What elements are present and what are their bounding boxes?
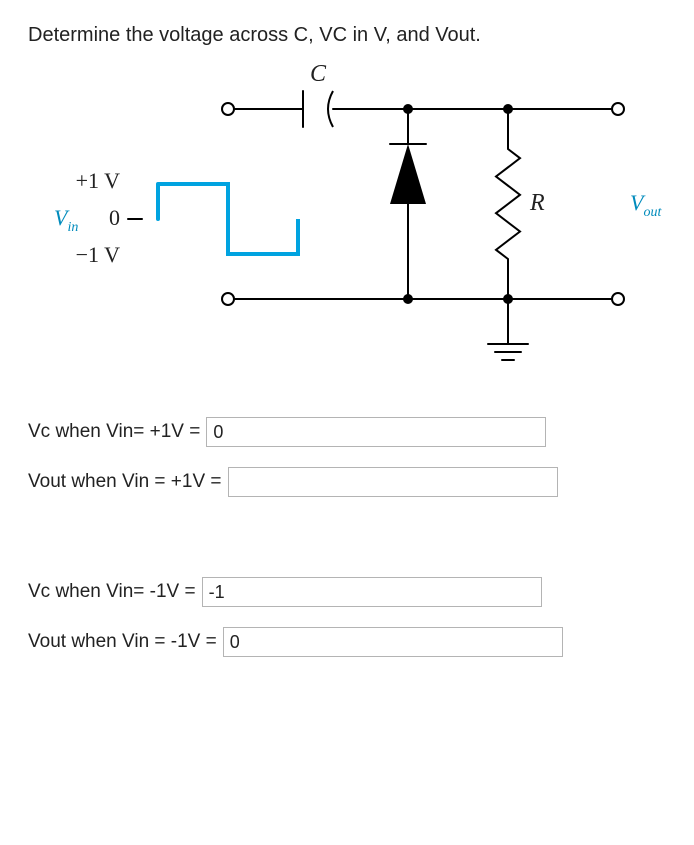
answer-label: Vc when Vin= -1V = — [28, 581, 196, 603]
answer-input-vout-minus1[interactable] — [223, 627, 563, 657]
answer-row-vout-plus1: Vout when Vin = +1V = — [28, 467, 666, 497]
answers-block: Vc when Vin= +1V = Vout when Vin = +1V =… — [28, 417, 666, 657]
svg-text:Vin: Vin — [54, 205, 78, 235]
answer-label: Vout when Vin = -1V = — [28, 631, 217, 653]
svg-text:C: C — [310, 61, 327, 87]
page: Determine the voltage across C, VC in V,… — [0, 0, 694, 845]
answer-input-vout-plus1[interactable] — [228, 467, 558, 497]
svg-text:+1 V: +1 V — [76, 168, 121, 193]
answer-label: Vout when Vin = +1V = — [28, 471, 222, 493]
answer-row-vc-plus1: Vc when Vin= +1V = — [28, 417, 666, 447]
answer-row-vc-minus1: Vc when Vin= -1V = — [28, 577, 666, 607]
answer-label: Vc when Vin= +1V = — [28, 421, 200, 443]
answer-input-vc-minus1[interactable] — [202, 577, 542, 607]
svg-text:Vout: Vout — [630, 190, 662, 220]
circuit-diagram: C R Vout +1 V 0 −1 V Vin — [28, 59, 668, 389]
svg-text:R: R — [529, 190, 545, 216]
answer-row-vout-minus1: Vout when Vin = -1V = — [28, 627, 666, 657]
svg-text:0: 0 — [109, 205, 120, 230]
circuit-svg: C R Vout +1 V 0 −1 V Vin — [28, 59, 668, 389]
question-text: Determine the voltage across C, VC in V,… — [28, 24, 666, 47]
svg-text:−1 V: −1 V — [76, 242, 121, 267]
answer-input-vc-plus1[interactable] — [206, 417, 546, 447]
